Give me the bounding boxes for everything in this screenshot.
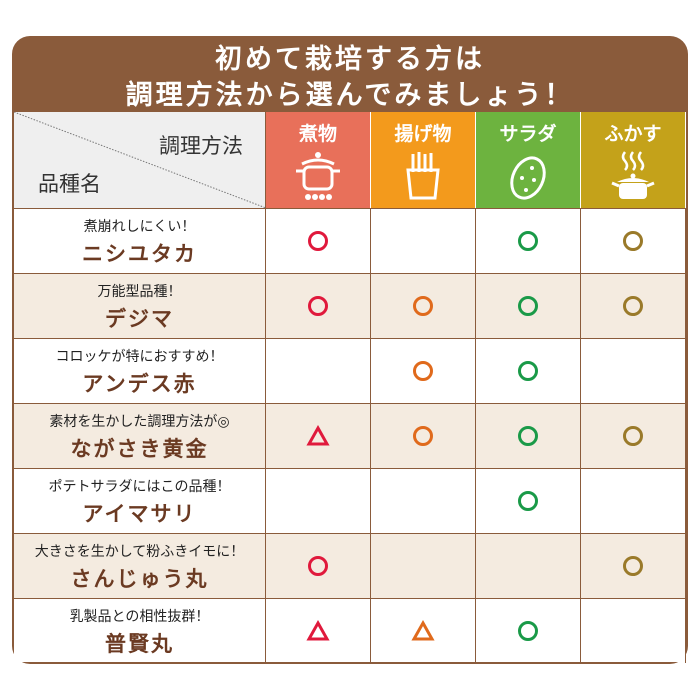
- suitability-cell: [476, 339, 581, 403]
- method-label: 煮物: [298, 123, 337, 145]
- suitability-cell: [476, 404, 581, 468]
- variety-cell: 乳製品との相性抜群！ 普賢丸: [14, 599, 266, 663]
- variety-cell: 大きさを生かして粉ふきイモに！ さんじゅう丸: [14, 534, 266, 598]
- variety-name: さんじゅう丸: [70, 567, 209, 591]
- method-label: ふかす: [604, 123, 662, 145]
- cooking-method-table: 調理方法 品種名 煮物 揚げ物 サラダ ふかす煮崩れしにくい！ ニシユタカ万能型品種！ デ…: [14, 112, 686, 663]
- pot-on-stove-icon: [266, 150, 370, 202]
- header-corner-cell: 調理方法 品種名: [14, 112, 266, 208]
- steaming-pot-icon: [581, 150, 685, 202]
- variety-tagline: コロッケが特におすすめ！: [55, 349, 224, 365]
- variety-tagline: 素材を生かした調理方法が◎: [49, 414, 230, 430]
- circle-mark-icon: [518, 621, 538, 641]
- variety-header: 品種名: [38, 172, 101, 196]
- variety-name: ニシユタカ: [82, 242, 197, 266]
- circle-mark-icon: [623, 231, 643, 251]
- french-fries-icon: [371, 150, 475, 202]
- variety-name: 普賢丸: [105, 632, 174, 656]
- table-row: 大きさを生かして粉ふきイモに！ さんじゅう丸: [14, 533, 686, 598]
- triangle-mark-icon: [411, 619, 435, 641]
- suitability-cell: [581, 599, 686, 663]
- variety-cell: 煮崩れしにくい！ ニシユタカ: [14, 209, 266, 273]
- circle-mark-icon: [308, 556, 328, 576]
- circle-mark-icon: [413, 361, 433, 381]
- suitability-cell: [266, 404, 371, 468]
- potato-icon: [476, 150, 580, 202]
- title-line-1: 初めて栽培する方は: [215, 44, 485, 75]
- variety-cell: 素材を生かした調理方法が◎ ながさき黄金: [14, 404, 266, 468]
- variety-tagline: 乳製品との相性抜群！: [69, 609, 210, 625]
- suitability-cell: [581, 469, 686, 533]
- method-label: サラダ: [499, 123, 557, 145]
- suitability-cell: [476, 274, 581, 338]
- suitability-cell: [371, 534, 476, 598]
- suitability-cell: [371, 209, 476, 273]
- suitability-cell: [476, 469, 581, 533]
- table-row: 素材を生かした調理方法が◎ ながさき黄金: [14, 403, 686, 468]
- variety-tagline: 煮崩れしにくい！: [83, 219, 196, 235]
- suitability-cell: [266, 599, 371, 663]
- suitability-cell: [266, 534, 371, 598]
- suitability-cell: [371, 469, 476, 533]
- variety-tagline: ポテトサラダにはこの品種！: [48, 479, 231, 495]
- circle-mark-icon: [623, 296, 643, 316]
- suitability-cell: [581, 339, 686, 403]
- circle-mark-icon: [518, 361, 538, 381]
- circle-mark-icon: [623, 426, 643, 446]
- variety-name: ながさき黄金: [70, 437, 209, 461]
- table-row: ポテトサラダにはこの品種！ アイマサリ: [14, 468, 686, 533]
- circle-mark-icon: [413, 296, 433, 316]
- title: 初めて栽培する方は 調理方法から選んでみましょう！: [12, 42, 688, 114]
- triangle-mark-icon: [306, 424, 330, 446]
- cooking-method-header: 調理方法: [159, 134, 243, 158]
- variety-tagline: 万能型品種！: [97, 284, 182, 300]
- variety-tagline: 大きさを生かして粉ふきイモに！: [34, 544, 245, 560]
- circle-mark-icon: [518, 491, 538, 511]
- method-header-2: 揚げ物: [371, 112, 476, 208]
- circle-mark-icon: [518, 231, 538, 251]
- suitability-cell: [581, 404, 686, 468]
- table-row: 万能型品種！ デジマ: [14, 273, 686, 338]
- circle-mark-icon: [518, 426, 538, 446]
- circle-mark-icon: [623, 556, 643, 576]
- suitability-cell: [476, 534, 581, 598]
- suitability-cell: [581, 209, 686, 273]
- suitability-cell: [371, 274, 476, 338]
- suitability-cell: [476, 599, 581, 663]
- variety-name: アイマサリ: [82, 502, 197, 526]
- circle-mark-icon: [518, 296, 538, 316]
- suitability-cell: [371, 339, 476, 403]
- suitability-cell: [266, 209, 371, 273]
- table-row: 煮崩れしにくい！ ニシユタカ: [14, 208, 686, 273]
- method-label: 揚げ物: [394, 123, 452, 145]
- suitability-cell: [476, 209, 581, 273]
- circle-mark-icon: [413, 426, 433, 446]
- infographic-frame: 初めて栽培する方は 調理方法から選んでみましょう！ 調理方法 品種名 煮物 揚げ物…: [12, 36, 688, 664]
- suitability-cell: [371, 599, 476, 663]
- suitability-cell: [371, 404, 476, 468]
- circle-mark-icon: [308, 296, 328, 316]
- table-row: コロッケが特におすすめ！ アンデス赤: [14, 338, 686, 403]
- title-line-2: 調理方法から選んでみましょう！: [125, 80, 575, 111]
- table-row: 乳製品との相性抜群！ 普賢丸: [14, 598, 686, 663]
- variety-name: アンデス赤: [82, 372, 197, 396]
- variety-name: デジマ: [105, 307, 174, 331]
- suitability-cell: [581, 274, 686, 338]
- method-header-1: 煮物: [266, 112, 371, 208]
- suitability-cell: [266, 469, 371, 533]
- method-header-4: ふかす: [581, 112, 686, 208]
- suitability-cell: [266, 339, 371, 403]
- suitability-cell: [581, 534, 686, 598]
- method-header-3: サラダ: [476, 112, 581, 208]
- triangle-mark-icon: [306, 619, 330, 641]
- circle-mark-icon: [308, 231, 328, 251]
- variety-cell: 万能型品種！ デジマ: [14, 274, 266, 338]
- variety-cell: ポテトサラダにはこの品種！ アイマサリ: [14, 469, 266, 533]
- variety-cell: コロッケが特におすすめ！ アンデス赤: [14, 339, 266, 403]
- suitability-cell: [266, 274, 371, 338]
